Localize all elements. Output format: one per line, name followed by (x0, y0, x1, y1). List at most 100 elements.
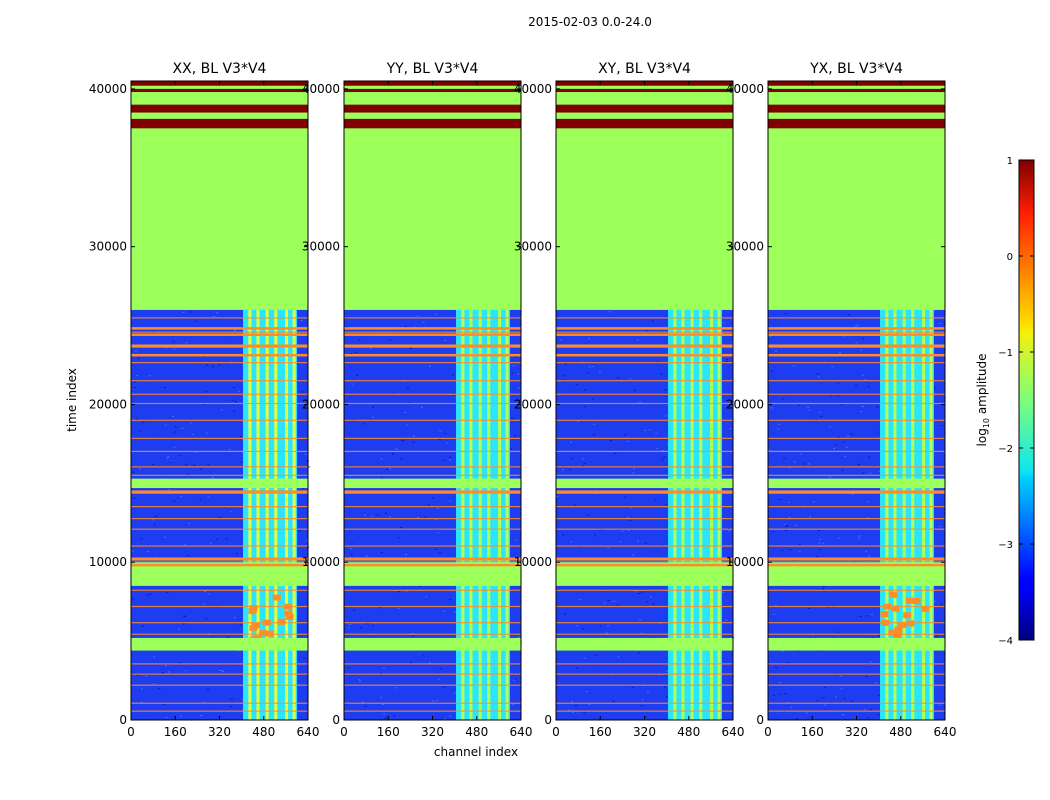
heatmap-speckle-cell (166, 457, 169, 459)
heatmap-speckle-cell (429, 365, 432, 367)
heatmap-stripe (344, 702, 521, 704)
heatmap-stripe (556, 589, 733, 591)
heatmap-speckle-cell (815, 556, 818, 558)
heatmap-speckle-cell (777, 428, 780, 430)
y-tick-label: 30000 (514, 240, 552, 254)
heatmap-speckle-cell (352, 419, 355, 421)
heatmap-speckle-cell (798, 551, 801, 553)
heatmap-flag-block (344, 562, 521, 586)
y-tick-label: 40000 (89, 82, 127, 96)
heatmap-speckle-cell (562, 534, 565, 536)
heatmap-speckle-cell (139, 430, 142, 432)
heatmap-speckle-cell (145, 675, 148, 677)
heatmap-speckle-cell (582, 628, 585, 630)
heatmap-speckle-cell (449, 500, 452, 502)
heatmap-speckle-cell (166, 592, 169, 594)
heatmap-speckle-cell (641, 591, 644, 593)
heatmap-speckle-cell (612, 600, 615, 602)
y-tick-label: 20000 (726, 397, 764, 411)
heatmap-hot-blob (888, 629, 897, 636)
heatmap-speckle-cell (571, 711, 574, 713)
panel-title: XX, BL V3*V4 (173, 61, 267, 77)
heatmap-speckle-cell (785, 530, 788, 532)
heatmap-saturated-band (344, 88, 521, 93)
heatmap-speckle-cell (778, 681, 781, 683)
panel-1: 0 10000 20000 30000 40000 0 160 320 480 640 YY, BL… (302, 61, 533, 739)
panels-group: 0 10000 20000 30000 40000 0 160 320 480 640 XX, BL… (89, 61, 957, 739)
heatmap-band-line (292, 309, 296, 720)
heatmap-speckle-cell (140, 688, 143, 690)
heatmap-speckle-cell (587, 514, 590, 516)
heatmap-stripe (556, 331, 733, 333)
heatmap-speckle-cell (593, 434, 596, 436)
heatmap-speckle-cell (301, 391, 304, 393)
heatmap-speckle-cell (216, 538, 219, 540)
heatmap-speckle-cell (570, 441, 573, 443)
heatmap-hot-blob (921, 605, 930, 612)
y-tick-label: 10000 (302, 555, 340, 569)
heatmap-speckle-cell (181, 427, 184, 429)
heatmap-speckle-cell (435, 548, 438, 550)
heatmap-band-line (885, 309, 889, 720)
heatmap-stripe (131, 490, 308, 492)
heatmap-speckle-cell (222, 670, 225, 672)
heatmap-speckle-cell (443, 718, 446, 720)
heatmap-speckle-cell (364, 705, 367, 707)
heatmap-speckle-cell (443, 339, 446, 341)
heatmap-speckle-cell (429, 662, 432, 664)
heatmap-speckle-cell (644, 542, 647, 544)
heatmap-speckle-cell (380, 552, 383, 554)
heatmap-speckle-cell (585, 690, 588, 692)
heatmap-stripe (344, 673, 521, 675)
heatmap-stripe (768, 474, 945, 476)
heatmap-speckle-cell (779, 693, 782, 695)
heatmap-speckle-cell (132, 550, 135, 552)
heatmap-speckle-cell (179, 662, 182, 664)
heatmap-band-line (673, 309, 677, 720)
heatmap-speckle-cell (823, 686, 826, 688)
heatmap-speckle-cell (842, 441, 845, 443)
heatmap-speckle-cell (164, 536, 167, 538)
heatmap-speckle-cell (588, 366, 591, 368)
heatmap-speckle-cell (834, 444, 837, 446)
heatmap-band-line (505, 309, 509, 720)
heatmap-speckle-cell (788, 467, 791, 469)
heatmap-speckle-cell (512, 365, 515, 367)
heatmap-flag-block (131, 478, 308, 489)
heatmap-speckle-cell (657, 674, 660, 676)
y-tick-label: 10000 (89, 555, 127, 569)
heatmap-speckle-cell (411, 633, 414, 635)
heatmap-speckle-cell (652, 603, 655, 605)
heatmap-speckle-cell (350, 554, 353, 556)
heatmap-speckle-cell (607, 625, 610, 627)
heatmap-speckle-cell (633, 389, 636, 391)
heatmap-stripe (131, 633, 308, 635)
heatmap-speckle-cell (380, 458, 383, 460)
heatmap-speckle-cell (347, 667, 350, 669)
heatmap-saturated-band (556, 104, 733, 113)
heatmap-speckle-cell (235, 553, 238, 555)
heatmap-speckle-cell (174, 431, 177, 433)
heatmap-speckle-cell (379, 672, 382, 674)
heatmap-speckle-cell (840, 688, 843, 690)
heatmap-stripe-strong (768, 563, 945, 567)
heatmap-speckle-cell (878, 431, 881, 433)
heatmap-speckle-cell (666, 442, 669, 444)
colorbar-gradient (1018, 159, 1035, 641)
heatmap-speckle-cell (793, 461, 796, 463)
heatmap-speckle-cell (140, 701, 143, 703)
heatmap-speckle-cell (132, 598, 135, 600)
heatmap-stripe (344, 663, 521, 665)
heatmap-speckle-cell (563, 375, 566, 377)
heatmap-stripe (556, 393, 733, 395)
heatmap-band-line (699, 309, 703, 720)
heatmap-speckle-cell (570, 541, 573, 543)
heatmap-stripe (768, 380, 945, 382)
heatmap-speckle-cell (364, 514, 367, 516)
heatmap-speckle-cell (940, 604, 943, 606)
heatmap-speckle-cell (351, 383, 354, 385)
heatmap-speckle-cell (728, 530, 731, 532)
heatmap-speckle-cell (656, 447, 659, 449)
y-tick-label: 40000 (302, 82, 340, 96)
heatmap-speckle-cell (877, 694, 880, 696)
